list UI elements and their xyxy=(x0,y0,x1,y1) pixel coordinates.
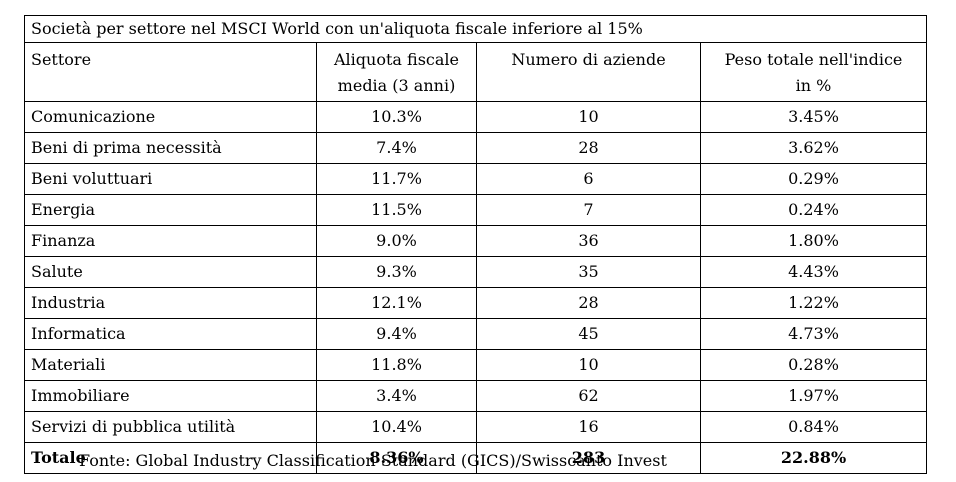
cell-weight: 1.80% xyxy=(699,225,928,257)
cell-companies: 62 xyxy=(476,380,701,412)
cell-tax-rate: 10.3% xyxy=(316,101,477,133)
cell-weight: 0.29% xyxy=(699,163,928,195)
table-row: Immobiliare 3.4% 62 1.97% xyxy=(24,380,928,412)
cell-sector: Salute xyxy=(24,256,317,288)
table-row: Materiali 11.8% 10 0.28% xyxy=(24,349,928,381)
cell-tax-rate: 9.0% xyxy=(316,225,477,257)
cell-tax-rate: 11.7% xyxy=(316,163,477,195)
cell-companies: 10 xyxy=(476,349,701,381)
cell-sector: Energia xyxy=(24,194,317,226)
total-tax-rate: 8.36% xyxy=(316,442,477,474)
cell-weight: 1.97% xyxy=(699,380,928,412)
cell-tax-rate: 3.4% xyxy=(316,380,477,412)
cell-tax-rate: 11.8% xyxy=(316,349,477,381)
cell-weight: 1.22% xyxy=(699,287,928,319)
cell-companies: 45 xyxy=(476,318,701,350)
sector-tax-table: Società per settore nel MSCI World con u… xyxy=(23,15,928,474)
header-weight-line1: Peso totale nell'indice xyxy=(724,50,903,69)
cell-weight: 3.62% xyxy=(699,132,928,164)
table-title: Società per settore nel MSCI World con u… xyxy=(23,15,928,43)
cell-companies: 28 xyxy=(476,287,701,319)
cell-sector: Immobiliare xyxy=(24,380,317,412)
header-tax-rate-line1: Aliquota fiscale xyxy=(334,50,459,69)
cell-companies: 6 xyxy=(476,163,701,195)
table-row: Beni voluttuari 11.7% 6 0.29% xyxy=(24,163,928,195)
cell-tax-rate: 9.3% xyxy=(316,256,477,288)
header-row: Settore Aliquota fiscale media (3 anni) N… xyxy=(24,42,928,102)
cell-tax-rate: 9.4% xyxy=(316,318,477,350)
cell-tax-rate: 11.5% xyxy=(316,194,477,226)
cell-companies: 28 xyxy=(476,132,701,164)
cell-sector: Informatica xyxy=(24,318,317,350)
table-row: Informatica 9.4% 45 4.73% xyxy=(24,318,928,350)
table-row: Servizi di pubblica utilità 10.4% 16 0.8… xyxy=(24,411,928,443)
table-row: Energia 11.5% 7 0.24% xyxy=(24,194,928,226)
cell-tax-rate: 7.4% xyxy=(316,132,477,164)
cell-sector: Comunicazione xyxy=(24,101,317,133)
table-row: Industria 12.1% 28 1.22% xyxy=(24,287,928,319)
header-weight-line2: in % xyxy=(795,76,832,95)
cell-weight: 4.73% xyxy=(699,318,928,350)
cell-companies: 7 xyxy=(476,194,701,226)
cell-tax-rate: 10.4% xyxy=(316,411,477,443)
cell-companies: 35 xyxy=(476,256,701,288)
cell-sector: Beni di prima necessità xyxy=(24,132,317,164)
header-weight: Peso totale nell'indice in % xyxy=(699,42,928,102)
source-note: Fonte: Global Industry Classification St… xyxy=(79,451,667,470)
table-row: Comunicazione 10.3% 10 3.45% xyxy=(24,101,928,133)
total-label: Totale xyxy=(24,442,317,474)
total-weight: 22.88% xyxy=(699,442,928,474)
cell-weight: 4.43% xyxy=(699,256,928,288)
cell-weight: 0.84% xyxy=(699,411,928,443)
cell-weight: 0.24% xyxy=(699,194,928,226)
cell-sector: Materiali xyxy=(24,349,317,381)
cell-weight: 3.45% xyxy=(699,101,928,133)
table-row: Finanza 9.0% 36 1.80% xyxy=(24,225,928,257)
cell-companies: 10 xyxy=(476,101,701,133)
cell-sector: Beni voluttuari xyxy=(24,163,317,195)
cell-sector: Finanza xyxy=(24,225,317,257)
header-tax-rate-line2: media (3 anni) xyxy=(337,76,456,95)
cell-tax-rate: 12.1% xyxy=(316,287,477,319)
cell-sector: Industria xyxy=(24,287,317,319)
header-sector: Settore xyxy=(24,42,317,102)
header-companies: Numero di aziende xyxy=(476,42,701,102)
table-title-row: Società per settore nel MSCI World con u… xyxy=(23,15,928,43)
table-row: Salute 9.3% 35 4.43% xyxy=(24,256,928,288)
cell-companies: 36 xyxy=(476,225,701,257)
header-tax-rate: Aliquota fiscale media (3 anni) xyxy=(316,42,477,102)
cell-weight: 0.28% xyxy=(699,349,928,381)
sector-tax-table-container: Società per settore nel MSCI World con u… xyxy=(23,15,928,474)
table-row: Beni di prima necessità 7.4% 28 3.62% xyxy=(24,132,928,164)
total-row: Totale 8.36% 283 22.88% xyxy=(24,442,928,474)
cell-companies: 16 xyxy=(476,411,701,443)
cell-sector: Servizi di pubblica utilità xyxy=(24,411,317,443)
